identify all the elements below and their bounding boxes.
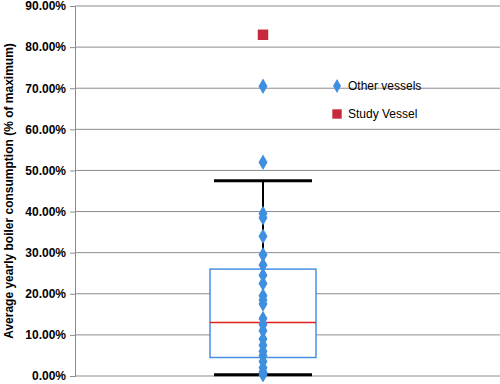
y-tick-mark <box>70 129 75 130</box>
plot-marks <box>210 30 316 382</box>
y-tick: 90.00% <box>25 0 75 13</box>
y-tick-label: 30.00% <box>25 246 66 260</box>
point <box>259 78 268 94</box>
point-series <box>258 30 268 40</box>
legend-label: Study Vessel <box>348 107 417 121</box>
y-tick-mark <box>70 376 75 377</box>
point <box>258 30 268 40</box>
legend-label: Other vessels <box>348 79 421 93</box>
y-tick: 40.00% <box>25 205 75 219</box>
y-tick: 30.00% <box>25 246 75 260</box>
y-tick-mark <box>70 294 75 295</box>
y-tick-label: 40.00% <box>25 205 66 219</box>
y-axis: 0.00% 10.00% 20.00% 30.00% 40.00% 50.00% 60.00… <box>25 0 75 383</box>
grid-line <box>75 170 500 171</box>
grid-line <box>75 211 500 212</box>
y-tick-mark <box>70 335 75 336</box>
legend-symbol <box>332 109 341 118</box>
point <box>259 228 268 244</box>
y-tick: 70.00% <box>25 82 75 96</box>
y-tick-label: 90.00% <box>25 0 66 13</box>
y-tick-label: 70.00% <box>25 82 66 96</box>
grid <box>75 6 500 376</box>
y-tick: 20.00% <box>25 287 75 301</box>
y-axis-line <box>70 7 76 377</box>
point <box>259 210 268 226</box>
point-series <box>259 78 268 382</box>
y-tick: 50.00% <box>25 164 75 178</box>
legend: Other vessels Study Vessel <box>332 79 421 121</box>
point <box>259 367 268 382</box>
point <box>259 154 268 170</box>
y-tick: 80.00% <box>25 40 75 54</box>
legend-symbol <box>333 79 341 93</box>
y-tick-mark <box>70 47 75 48</box>
y-tick-mark <box>70 253 75 254</box>
y-tick-label: 0.00% <box>32 369 66 383</box>
grid-line <box>75 129 500 130</box>
y-tick-mark <box>70 170 75 171</box>
y-tick-label: 60.00% <box>25 123 66 137</box>
y-tick-label: 50.00% <box>25 164 66 178</box>
whisker-cap <box>214 179 312 182</box>
y-axis-title: Average yearly boiler consumption (% of … <box>2 43 16 339</box>
y-tick: 10.00% <box>25 328 75 342</box>
grid-line <box>75 6 500 7</box>
y-tick-mark <box>70 212 75 213</box>
grid-line <box>75 376 500 377</box>
point <box>259 296 268 312</box>
y-tick-label: 10.00% <box>25 328 66 342</box>
y-tick: 0.00% <box>32 369 75 383</box>
grid-line <box>75 88 500 89</box>
y-tick-mark <box>70 6 75 7</box>
y-tick-mark <box>70 88 75 89</box>
grid-line <box>75 47 500 48</box>
y-tick-label: 80.00% <box>25 40 66 54</box>
grid-line <box>75 252 500 253</box>
y-tick: 60.00% <box>25 123 75 137</box>
y-tick-label: 20.00% <box>25 287 66 301</box>
